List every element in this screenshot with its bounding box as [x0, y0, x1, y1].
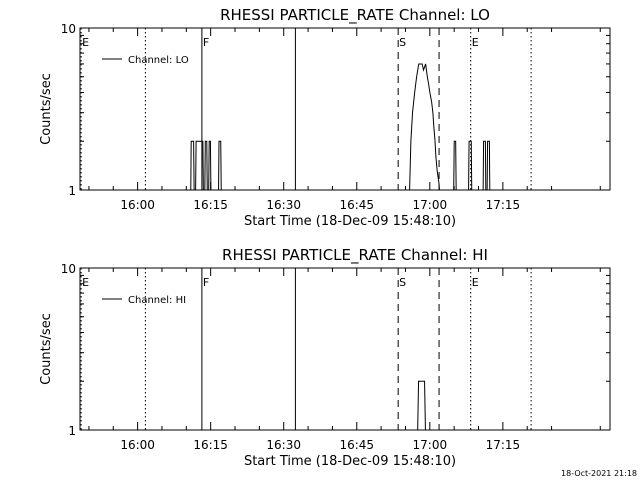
marker-label-lo: E	[472, 36, 479, 49]
legend-entry-lo: Channel: LO	[128, 55, 189, 66]
x-tick-label-hi: 16:00	[120, 438, 155, 452]
legend-entry-hi: Channel: HI	[128, 295, 186, 306]
x-tick-label-hi: 17:15	[486, 438, 521, 452]
x-axis-label-hi: Start Time (18-Dec-09 15:48:10)	[244, 454, 456, 469]
marker-label-hi: S	[399, 276, 406, 289]
x-tick-label-hi: 16:45	[339, 438, 374, 452]
x-tick-label-lo: 16:15	[193, 198, 228, 212]
x-tick-label-lo: 16:30	[266, 198, 301, 212]
plot-frame-lo	[79, 27, 611, 191]
series-line-hi	[415, 380, 427, 431]
chart-title-hi: RHESSI PARTICLE_RATE Channel: HI	[222, 246, 488, 265]
y-tick-label-hi: 10	[61, 262, 76, 276]
plot-frame-hi	[79, 267, 611, 431]
x-tick-label-lo: 16:45	[339, 198, 374, 212]
series-line-lo	[189, 63, 491, 191]
x-tick-label-hi: 16:15	[193, 438, 228, 452]
y-axis-label-hi: Counts/sec	[39, 313, 54, 385]
x-tick-label-hi: 16:30	[266, 438, 301, 452]
marker-label-lo: S	[399, 36, 406, 49]
x-axis-label-lo: Start Time (18-Dec-09 15:48:10)	[244, 214, 456, 229]
x-tick-label-hi: 17:00	[413, 438, 448, 452]
marker-label-hi: E	[82, 276, 89, 289]
x-tick-label-lo: 17:00	[413, 198, 448, 212]
y-axis-label-lo: Counts/sec	[39, 73, 54, 145]
y-tick-label-lo: 10	[61, 22, 76, 36]
y-tick-label-hi: 1	[68, 424, 76, 438]
x-tick-label-lo: 17:15	[486, 198, 521, 212]
chart-title-lo: RHESSI PARTICLE_RATE Channel: LO	[220, 6, 490, 25]
marker-label-hi: F	[203, 276, 209, 289]
x-tick-label-lo: 16:00	[120, 198, 155, 212]
marker-label-lo: E	[82, 36, 89, 49]
marker-label-lo: F	[203, 36, 209, 49]
marker-label-hi: E	[472, 276, 479, 289]
y-tick-label-lo: 1	[68, 184, 76, 198]
footer-timestamp: 18-Oct-2021 21:18	[561, 469, 637, 478]
